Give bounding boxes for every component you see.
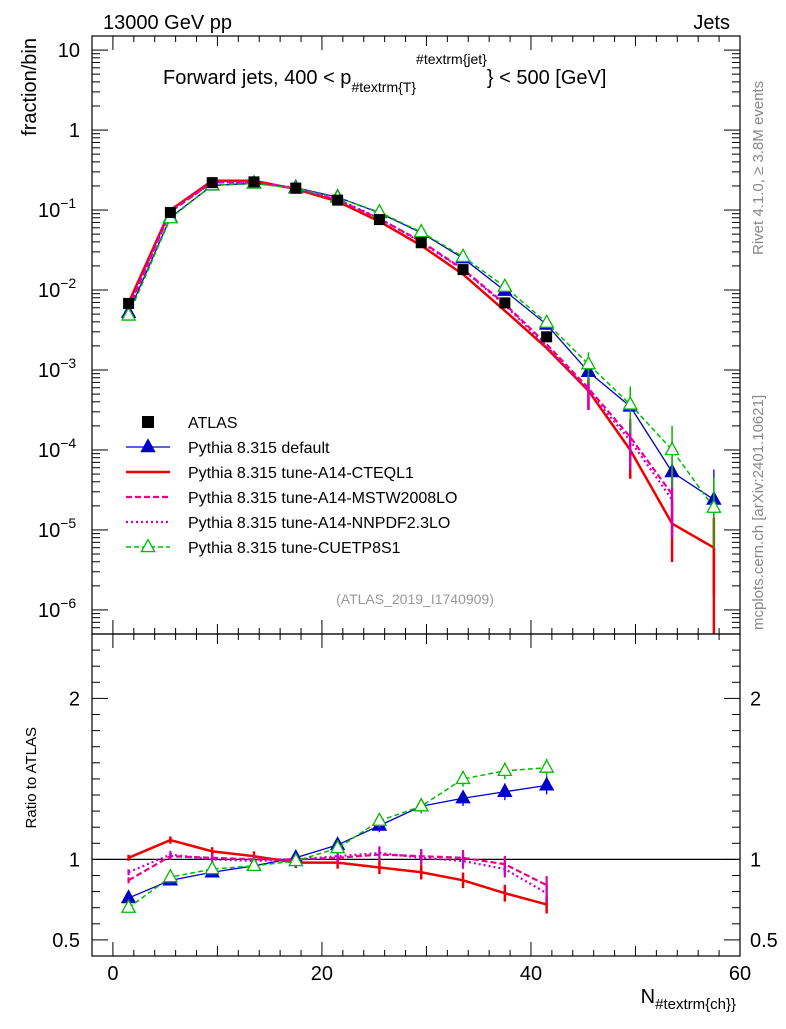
- legend: ATLAS Pythia 8.315 default Pythia 8.315 tu…: [126, 415, 457, 557]
- y-tick-label: 10−2: [38, 275, 76, 302]
- atlas-data-point: [290, 182, 302, 194]
- y-tick-label: 10−3: [38, 355, 76, 382]
- atlas-data-point: [248, 176, 260, 188]
- atlas-data-point: [332, 194, 344, 206]
- ratio-frame: [91, 633, 741, 957]
- mcplots-citation-label: mcplots.cern.ch [arXiv:2401.10621]: [750, 395, 767, 630]
- y-tick-label: 10−4: [38, 435, 76, 462]
- x-tick-label: 20: [311, 963, 333, 985]
- y-tick-label: 10−5: [38, 515, 76, 542]
- series-marker-main-4: [497, 277, 513, 292]
- legend-marker-5: [140, 538, 156, 553]
- legend-label-0: ATLAS: [188, 415, 238, 432]
- series-marker-main-4: [413, 223, 429, 238]
- x-axis-label-subscript: #textrm{ch}}: [655, 996, 736, 1013]
- chart-title: Forward jets, 400 < p#textrm{T}#textrm{j…: [163, 51, 606, 95]
- y-axis-label: fraction/bin: [19, 38, 41, 136]
- x-axis-label-main: N: [641, 986, 655, 1008]
- ratio-tick-label-right: 0.5: [750, 930, 778, 952]
- y-tick-label: 10−1: [38, 195, 76, 222]
- series-marker-ratio-4: [204, 860, 220, 875]
- series-marker-main-4: [120, 306, 137, 321]
- legend-label-4: Pythia 8.315 tune-A14-NNPDF2.3LO: [188, 515, 450, 532]
- header-jets-label: Jets: [693, 12, 730, 34]
- series-marker-ratio-4: [120, 898, 137, 913]
- atlas-data-point: [206, 177, 218, 189]
- ratio-tick-label: 1: [69, 849, 80, 871]
- legend-label-3: Pythia 8.315 tune-A14-MSTW2008LO: [188, 490, 457, 507]
- atlas-data-point: [373, 214, 385, 226]
- series-line-ratio-2: [128, 853, 548, 887]
- atlas-data-point: [164, 207, 176, 219]
- series-marker-ratio-4: [288, 852, 304, 867]
- atlas-data-point: [499, 297, 511, 309]
- x-tick-label: 40: [520, 963, 542, 985]
- series-marker-ratio-4: [329, 839, 346, 854]
- series-marker-ratio-4: [413, 797, 429, 812]
- rivet-version-label: Rivet 4.1.0, ≥ 3.8M events: [750, 81, 767, 255]
- ratio-panel: 0 20 40 60 0.5 0.5 1 1 2 2: [52, 633, 778, 985]
- series-marker-ratio-4: [371, 811, 388, 826]
- chart-title-suffix: } < 500 [GeV]: [487, 67, 607, 89]
- series-marker-ratio-4: [497, 762, 513, 777]
- header-energy-label: 13000 GeV pp: [103, 12, 232, 34]
- ratio-tick-label-right: 1: [750, 849, 761, 871]
- series-marker-main-4: [706, 498, 722, 513]
- series-marker-ratio-0: [538, 776, 555, 791]
- series-marker-main-4: [664, 441, 680, 456]
- y-tick-label: 10−6: [38, 595, 76, 622]
- atlas-data-point: [415, 237, 427, 249]
- y-tick-label: 10: [58, 40, 80, 62]
- series-marker-ratio-4: [162, 868, 179, 883]
- series-marker-main-4: [455, 248, 471, 263]
- chart-title-superscript: #textrm{jet}: [416, 51, 487, 67]
- legend-marker-atlas: [142, 416, 154, 428]
- chart-title-prefix: Forward jets, 400 < p: [163, 67, 351, 89]
- series-marker-main-4: [538, 313, 555, 328]
- ratio-y-axis-label: Ratio to ATLAS: [23, 727, 40, 828]
- ratio-tick-label-right: 2: [750, 688, 761, 710]
- series-marker-ratio-0: [455, 789, 471, 804]
- chart-title-subscript: #textrm{T}: [351, 79, 416, 95]
- series-line-main-3: [127, 181, 673, 501]
- legend-label-2: Pythia 8.315 tune-A14-CTEQL1: [188, 465, 414, 482]
- atlas-data-point: [123, 297, 135, 309]
- atlas-data-point: [541, 331, 553, 343]
- legend-marker-1: [140, 438, 156, 453]
- legend-label-1: Pythia 8.315 default: [188, 440, 330, 457]
- series-marker-ratio-4: [246, 857, 262, 872]
- atlas-data-point: [457, 264, 469, 276]
- series-marker-main-4: [622, 395, 638, 410]
- series-marker-ratio-4: [538, 758, 555, 773]
- legend-label-5: Pythia 8.315 tune-CUETP8S1: [188, 540, 401, 557]
- x-axis-label: N#textrm{ch}}: [641, 986, 736, 1013]
- series-line-ratio-4: [128, 766, 547, 909]
- series-marker-ratio-4: [455, 770, 471, 785]
- x-tick-label: 60: [729, 963, 751, 985]
- series-marker-main-4: [580, 355, 597, 370]
- analysis-id-label: (ATLAS_2019_I1740909): [336, 591, 494, 607]
- main-panel: 10 1 10−1 10−2 10−3 10−4 10−5 10−6: [38, 35, 741, 635]
- x-tick-label: 0: [107, 963, 118, 985]
- ratio-tick-label: 0.5: [52, 930, 80, 952]
- series-marker-ratio-0: [497, 782, 513, 797]
- y-tick-label: 1: [69, 120, 80, 142]
- ratio-tick-label: 2: [69, 688, 80, 710]
